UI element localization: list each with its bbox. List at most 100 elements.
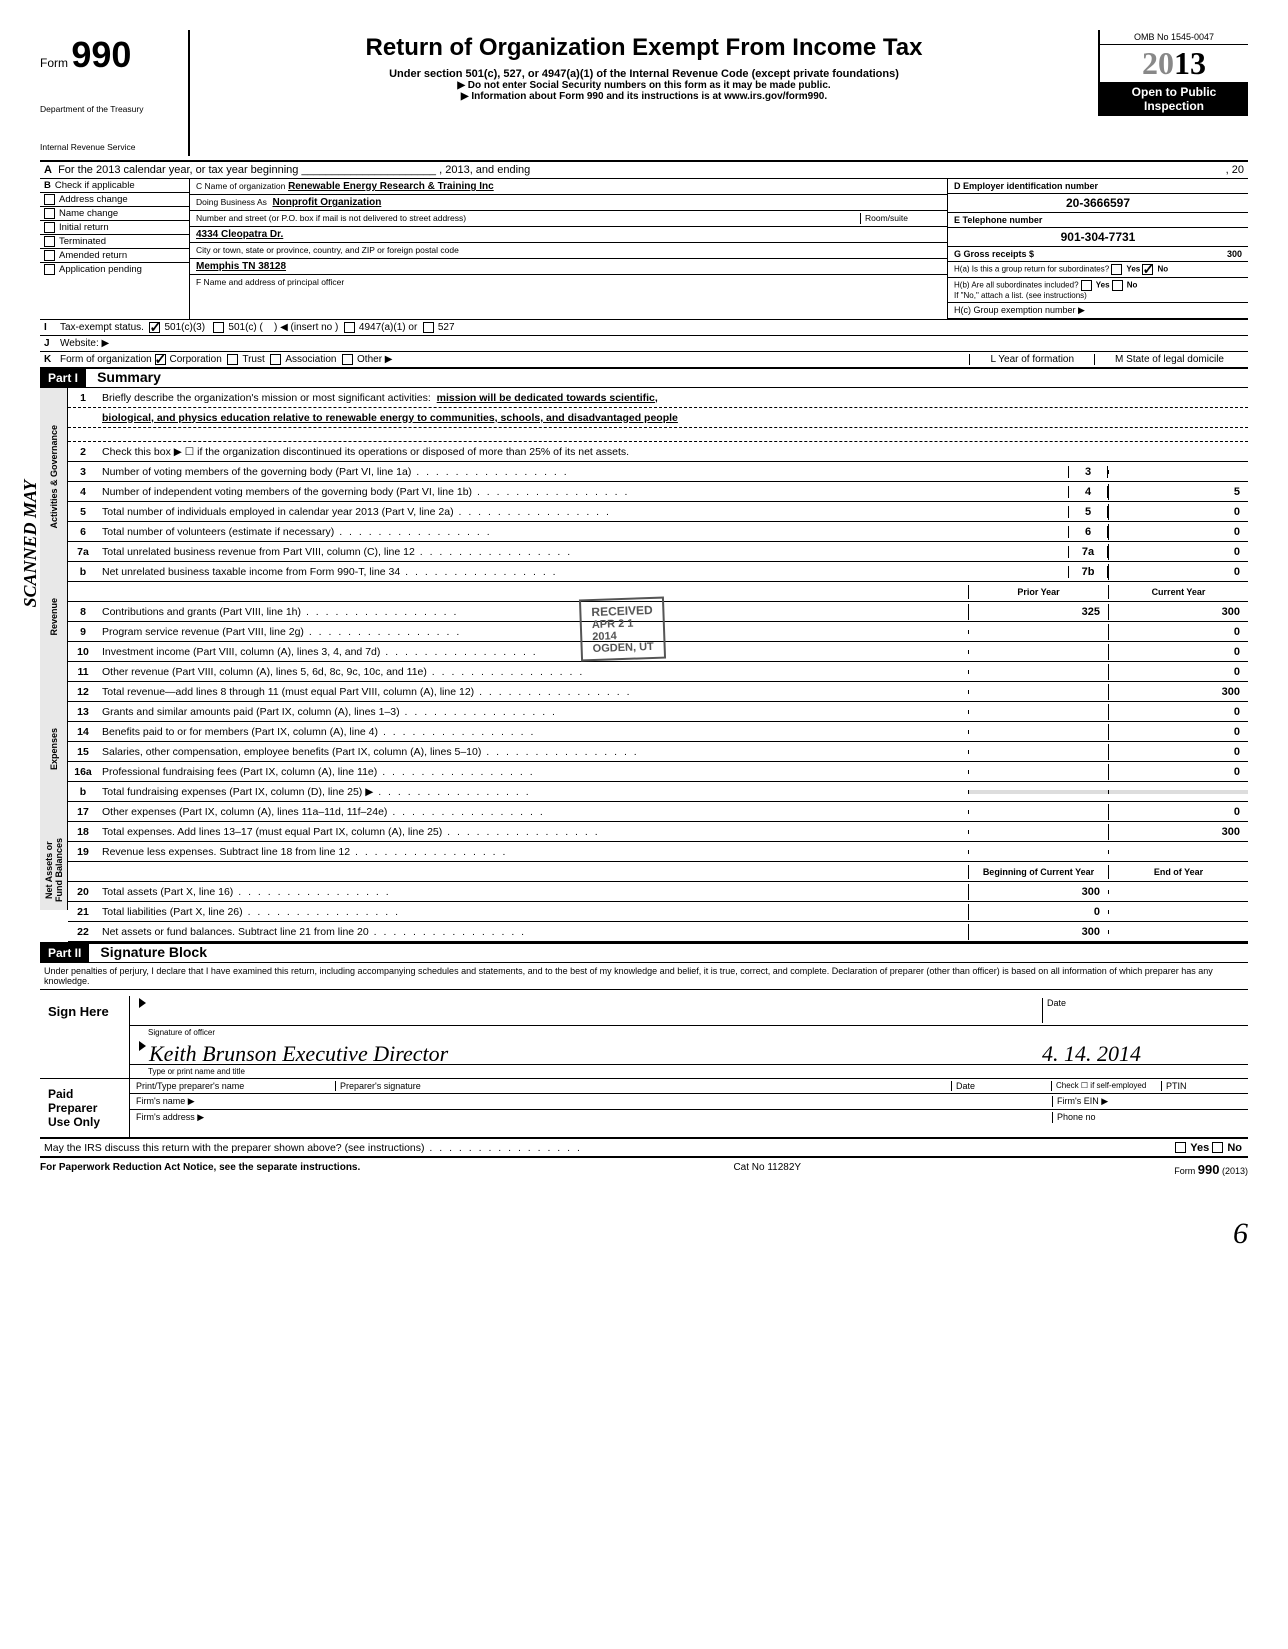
footer-right: Form 990 (2013) xyxy=(1174,1162,1248,1177)
initial-return-checkbox[interactable] xyxy=(44,222,55,233)
part1-header-row: Part I Summary xyxy=(40,369,1248,388)
part1-expense-row: 16aProfessional fundraising fees (Part I… xyxy=(68,762,1248,782)
amended-return-checkbox[interactable] xyxy=(44,250,55,261)
part1-simple-row: 4Number of independent voting members of… xyxy=(68,482,1248,502)
part1-body: RECEIVED APR 2 1 2014 OGDEN, UT Activiti… xyxy=(40,388,1248,942)
column-c: C Name of organization Renewable Energy … xyxy=(190,179,948,319)
i-text: Tax-exempt status. xyxy=(60,322,144,333)
discuss-text: May the IRS discuss this return with the… xyxy=(44,1142,425,1154)
part2-title: Signature Block xyxy=(92,944,207,960)
column-b: BCheck if applicable Address change Name… xyxy=(40,179,190,319)
part1-revenue-row: 11Other revenue (Part VIII, column (A), … xyxy=(68,662,1248,682)
other-checkbox[interactable] xyxy=(342,354,353,365)
line-a-text-mid: , 2013, and ending xyxy=(439,164,530,176)
sig-officer-label: Signature of officer xyxy=(136,1028,215,1037)
hb-no-checkbox[interactable] xyxy=(1112,280,1123,291)
form-left-block: Form 990 Department of the Treasury Inte… xyxy=(40,30,190,156)
trust-checkbox[interactable] xyxy=(227,354,238,365)
c-street-label: Number and street (or P.O. box if mail i… xyxy=(196,213,466,223)
phone-label: Phone no xyxy=(1052,1112,1242,1123)
i-opt3: 4947(a)(1) or xyxy=(359,322,417,333)
app-pending-checkbox[interactable] xyxy=(44,264,55,275)
sig-date-label: Date xyxy=(1042,998,1242,1023)
part1-header: Part I xyxy=(40,369,86,387)
i-opt2: 501(c) ( xyxy=(228,322,262,333)
4947-checkbox[interactable] xyxy=(344,322,355,333)
d-gross-value: 300 xyxy=(1227,249,1242,259)
year-black: 13 xyxy=(1174,45,1206,81)
line-k: K Form of organization Corporation Trust… xyxy=(40,352,1248,369)
part1-netassets-row: 22Net assets or fund balances. Subtract … xyxy=(68,922,1248,942)
501c-checkbox[interactable] xyxy=(213,322,224,333)
discuss-yes: Yes xyxy=(1190,1142,1209,1154)
c-dba-value: Nonprofit Organization xyxy=(272,197,381,208)
form-number: 990 xyxy=(71,34,131,75)
j-label: J xyxy=(44,338,60,349)
name-change-checkbox[interactable] xyxy=(44,208,55,219)
j-text: Website: ▶ xyxy=(60,338,109,349)
chk-pending: Application pending xyxy=(59,264,142,275)
hand-date: 4. 14. 2014 xyxy=(1042,1041,1242,1062)
line-a-label: A xyxy=(44,164,52,176)
i-label: I xyxy=(44,322,60,333)
line-a-text-right: , 20 xyxy=(1226,164,1244,176)
c-street-value: 4334 Cleopatra Dr. xyxy=(196,229,283,240)
chk-amended: Amended return xyxy=(59,250,127,261)
501c3-checkbox[interactable] xyxy=(149,322,160,333)
side-revenue: Revenue xyxy=(49,598,59,636)
sign-here-label: Sign Here xyxy=(40,996,130,1078)
part1-expense-row: bTotal fundraising expenses (Part IX, co… xyxy=(68,782,1248,802)
side-activities: Activities & Governance xyxy=(49,425,59,529)
part1-simple-row: 3Number of voting members of the governi… xyxy=(68,462,1248,482)
firm-name-label: Firm's name ▶ xyxy=(136,1096,1052,1107)
terminated-checkbox[interactable] xyxy=(44,236,55,247)
received-stamp: RECEIVED APR 2 1 2014 OGDEN, UT xyxy=(579,597,666,662)
corp-checkbox[interactable] xyxy=(155,354,166,365)
part1-expense-row: 13Grants and similar amounts paid (Part … xyxy=(68,702,1248,722)
c-city-label: City or town, state or province, country… xyxy=(196,245,459,255)
k-label: K xyxy=(44,354,60,365)
current-year-header: Current Year xyxy=(1108,585,1248,599)
k-opt-corp: Corporation xyxy=(170,354,222,365)
p1-l1-num: 1 xyxy=(68,392,98,404)
form-title: Return of Organization Exempt From Incom… xyxy=(200,34,1088,62)
omb-number: OMB No 1545-0047 xyxy=(1100,30,1248,45)
form-header: Form 990 Department of the Treasury Inte… xyxy=(40,30,1248,162)
ha-yes: Yes xyxy=(1126,265,1140,274)
d-tel-label: E Telephone number xyxy=(954,215,1042,225)
part2-header-row: Part II Signature Block xyxy=(40,942,1248,963)
address-change-checkbox[interactable] xyxy=(44,194,55,205)
discuss-no: No xyxy=(1227,1142,1242,1154)
d-tel-value: 901-304-7731 xyxy=(948,228,1248,247)
chk-address: Address change xyxy=(59,194,128,205)
hb-label: H(b) Are all subordinates included? xyxy=(954,281,1079,290)
hb-note: If "No," attach a list. (see instruction… xyxy=(954,291,1087,300)
discuss-no-checkbox[interactable] xyxy=(1212,1142,1223,1153)
i-opt2b: ) ◀ (insert no ) xyxy=(274,322,338,333)
footer-mid: Cat No 11282Y xyxy=(733,1162,801,1177)
527-checkbox[interactable] xyxy=(423,322,434,333)
part1-revenue-row: 12Total revenue—add lines 8 through 11 (… xyxy=(68,682,1248,702)
side-expenses: Expenses xyxy=(49,728,59,770)
subtitle-2: ▶ Do not enter Social Security numbers o… xyxy=(200,80,1088,91)
assoc-checkbox[interactable] xyxy=(270,354,281,365)
ha-no-checkbox[interactable] xyxy=(1142,264,1153,275)
perjury-text: Under penalties of perjury, I declare th… xyxy=(40,963,1248,990)
line-a: A For the 2013 calendar year, or tax yea… xyxy=(40,162,1248,179)
dept-treasury: Department of the Treasury xyxy=(40,104,180,114)
d-ein-value: 20-3666597 xyxy=(948,194,1248,213)
ha-no: No xyxy=(1157,265,1168,274)
discuss-yes-checkbox[interactable] xyxy=(1175,1142,1186,1153)
chk-initial: Initial return xyxy=(59,222,109,233)
col-b-header: Check if applicable xyxy=(55,180,135,191)
part1-expense-row: 17Other expenses (Part IX, column (A), l… xyxy=(68,802,1248,822)
ha-yes-checkbox[interactable] xyxy=(1111,264,1122,275)
d-ein-label: D Employer identification number xyxy=(954,181,1098,191)
part1-simple-row: 7aTotal unrelated business revenue from … xyxy=(68,542,1248,562)
subtitle-3: ▶ Information about Form 990 and its ins… xyxy=(200,91,1088,102)
hb-yes-checkbox[interactable] xyxy=(1081,280,1092,291)
open-public-2: Inspection xyxy=(1103,99,1245,113)
k-year-label: L Year of formation xyxy=(969,354,1094,365)
eoy-header: End of Year xyxy=(1108,865,1248,879)
ha-label: H(a) Is this a group return for subordin… xyxy=(954,265,1109,274)
